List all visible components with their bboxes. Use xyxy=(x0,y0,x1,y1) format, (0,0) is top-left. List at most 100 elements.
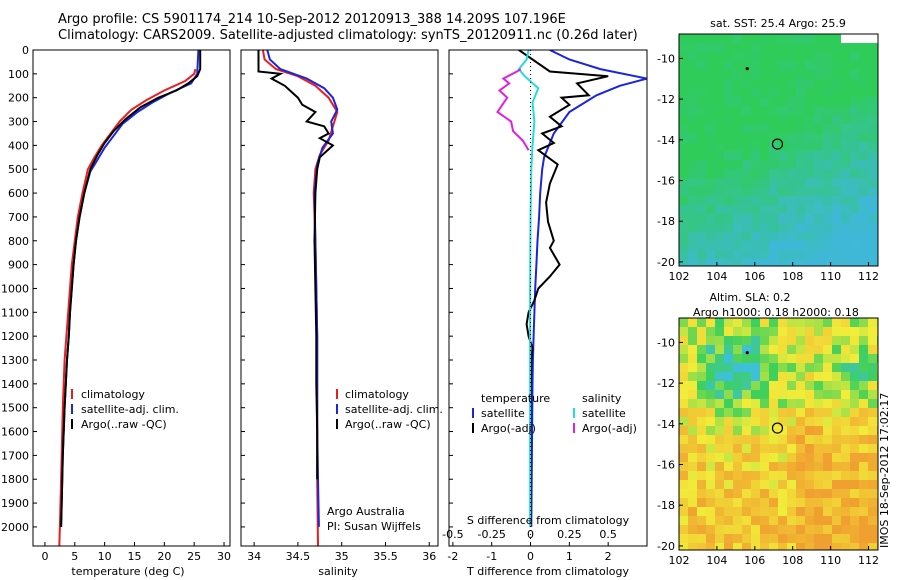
sla_map-cell xyxy=(841,336,851,346)
sst_map-cell xyxy=(859,187,869,197)
sla_map-cell xyxy=(796,408,806,418)
sst_map-cell xyxy=(841,79,851,89)
sst_map-cell xyxy=(850,205,860,215)
sla_map-cell xyxy=(868,543,878,550)
sst_map-cell xyxy=(805,97,815,107)
sla_map-cell xyxy=(751,462,761,472)
sst_map-cell xyxy=(769,61,779,71)
sla_map-cell xyxy=(814,372,824,382)
sst_map-cell xyxy=(832,106,842,116)
sst_map-cell xyxy=(859,223,869,233)
sst_map-cell xyxy=(733,223,743,233)
sst_map-cell xyxy=(805,61,815,71)
sst_map-cell xyxy=(742,43,752,53)
sst_map-cell xyxy=(787,133,797,143)
sla_map-cell xyxy=(778,318,788,328)
sla_map-cell xyxy=(706,507,716,517)
sst_map-cell xyxy=(778,223,788,233)
sla_map-cell xyxy=(742,516,752,526)
sst_map-cell xyxy=(706,142,716,152)
sst_map-cell xyxy=(679,151,689,161)
sst_map-cell xyxy=(859,169,869,179)
sst_map-cell xyxy=(760,169,770,179)
sst_map-cell xyxy=(751,169,761,179)
temperature-legend-label: climatology xyxy=(81,388,145,401)
sdiff-xtick-label: -0.25 xyxy=(477,528,505,541)
sla_map-cell xyxy=(778,327,788,337)
sla_map-cell xyxy=(841,516,851,526)
sla_map-cell xyxy=(679,426,689,436)
sla_map-cell xyxy=(769,516,779,526)
sst_map-cell xyxy=(805,88,815,98)
sst_map-cell xyxy=(733,115,743,125)
sla_map-cell xyxy=(832,381,842,391)
sst_map-cell xyxy=(688,133,698,143)
sst_map-cell xyxy=(841,160,851,170)
sla_map-cell xyxy=(742,507,752,517)
sla_map-cell xyxy=(733,318,743,328)
sla_map-cell xyxy=(868,354,878,364)
sla_map-cell xyxy=(859,417,869,427)
sst_map-cell xyxy=(742,223,752,233)
sst_map-xtick-label: 112 xyxy=(858,270,879,283)
sla_map-cell xyxy=(760,543,770,550)
sst_map-cell xyxy=(769,214,779,224)
sla_map-cell xyxy=(832,489,842,499)
sst_map-cell xyxy=(787,241,797,251)
sla_map-cell xyxy=(787,390,797,400)
sla_map-cell xyxy=(688,318,698,328)
sla_map-cell xyxy=(742,390,752,400)
sla_map-cell xyxy=(760,327,770,337)
sst_map-cell xyxy=(733,88,743,98)
sst_map-cell xyxy=(742,52,752,62)
sst_map-cell xyxy=(778,115,788,125)
sst_map-ytick-label: -18 xyxy=(657,215,675,228)
sla_map-cell xyxy=(850,516,860,526)
sla_map-cell xyxy=(787,336,797,346)
sst_map-cell xyxy=(688,250,698,260)
sst_map-cell xyxy=(769,88,779,98)
sst_map-cell xyxy=(715,232,725,242)
sla_map-cell xyxy=(832,516,842,526)
sla_map-cell xyxy=(805,471,815,481)
sla_map-cell xyxy=(850,426,860,436)
sla_map-cell xyxy=(679,417,689,427)
sla_map-field xyxy=(679,318,878,550)
sst_map-cell xyxy=(832,187,842,197)
sst_map-cell xyxy=(679,250,689,260)
sla_map-cell xyxy=(715,525,725,535)
sst_map-cell xyxy=(706,214,716,224)
sst_map-cell xyxy=(760,52,770,62)
sla_map-cell xyxy=(850,498,860,508)
sst_map-cell xyxy=(697,259,707,266)
sst_map-cell xyxy=(814,70,824,80)
sla_map-cell xyxy=(787,327,797,337)
sla_map-cell xyxy=(742,345,752,355)
series-salinity-climatology xyxy=(261,50,339,546)
sst_map-cell xyxy=(841,34,851,44)
salinity-frame xyxy=(240,49,439,547)
sla_map-cell xyxy=(796,480,806,490)
tdiff-legend-label: Argo(-adj) xyxy=(481,422,536,435)
sla_map-cell xyxy=(742,327,752,337)
sla_map-cell xyxy=(697,381,707,391)
sla_map-cell xyxy=(787,318,797,328)
sst_map-cell xyxy=(805,160,815,170)
sst_map-cell xyxy=(868,169,878,179)
sst_map-cell xyxy=(823,196,833,206)
sst_map-cell xyxy=(760,232,770,242)
sla_map-cell xyxy=(805,318,815,328)
sst_map-cell xyxy=(706,169,716,179)
sst_map-cell xyxy=(841,97,851,107)
sla_map-cell xyxy=(787,426,797,436)
sst_map-cell xyxy=(823,34,833,44)
sst_map-cell xyxy=(706,79,716,89)
sla_map-cell xyxy=(805,354,815,364)
sst_map-cell xyxy=(787,61,797,71)
sla_map-cell xyxy=(751,363,761,373)
sst_map-cell xyxy=(742,178,752,188)
sst_map-cell xyxy=(868,223,878,233)
sla_map-cell xyxy=(760,435,770,445)
sst_map-cell xyxy=(751,196,761,206)
sla_map-cell xyxy=(814,543,824,550)
